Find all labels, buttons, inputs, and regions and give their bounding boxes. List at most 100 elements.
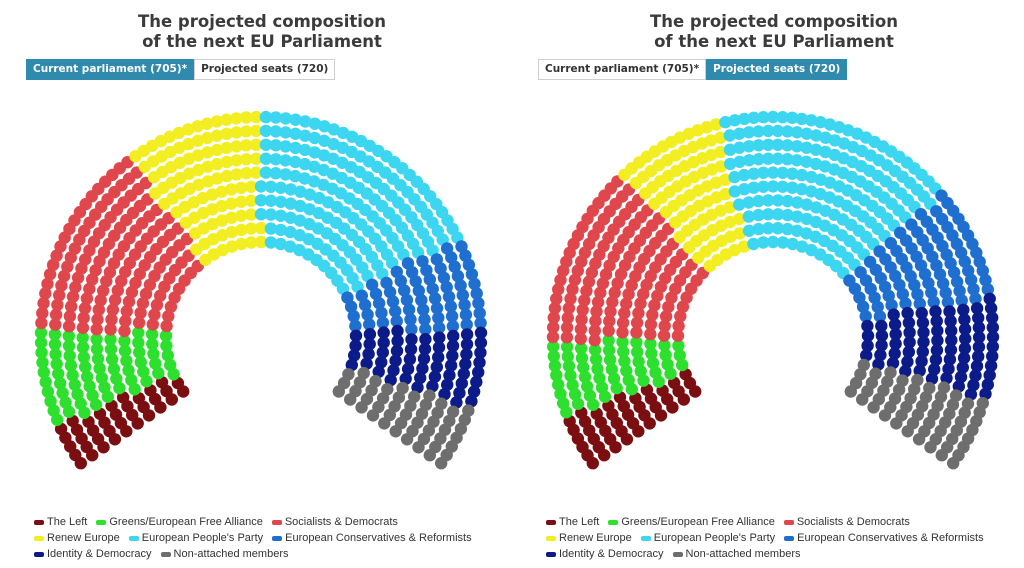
seat-dot — [220, 141, 233, 155]
seat-dot — [318, 134, 331, 147]
seat-dot — [249, 138, 263, 151]
seat-dot — [74, 397, 87, 410]
legend-item-id: Identity & Democracy — [546, 546, 664, 562]
seat-dot — [225, 240, 239, 253]
seat-dot — [86, 389, 99, 402]
seat-dot — [646, 356, 660, 370]
seat-dot — [216, 243, 229, 257]
seat-dot — [890, 417, 903, 430]
seat-dot — [969, 369, 982, 382]
seat-dot — [575, 351, 589, 365]
seat-dot — [658, 339, 671, 352]
seat-dot — [274, 209, 287, 222]
seat-group-identity-democracy — [860, 292, 1000, 401]
seat-dot — [133, 346, 146, 359]
seat-dot — [284, 211, 297, 224]
seat-dot — [377, 326, 390, 339]
seat-dot — [210, 143, 224, 157]
seat-dot — [391, 334, 404, 348]
seat-dot — [917, 335, 930, 349]
tab-projected-seats[interactable]: Projected seats (720) — [194, 59, 336, 80]
seat-dot — [631, 345, 644, 359]
seat-dot — [136, 297, 150, 310]
seat-dot — [201, 131, 214, 145]
seat-dot — [308, 146, 321, 159]
tab-current-parliament[interactable]: Current parliament (705)* — [538, 59, 707, 80]
seat-dot — [550, 292, 563, 305]
seat-dot — [210, 129, 224, 142]
seat-dot — [182, 137, 195, 151]
seat-dot — [90, 333, 103, 346]
legend-item-socialists: Socialists & Democrats — [271, 514, 398, 530]
seat-dot — [120, 305, 133, 318]
seat-dot — [274, 223, 287, 237]
seat-dot — [554, 387, 567, 401]
seat-dot — [945, 324, 958, 337]
seat-dot — [659, 310, 673, 323]
seat-dot — [137, 365, 150, 378]
seat-dot — [390, 314, 403, 328]
seat-dot — [446, 320, 460, 333]
seat-dot — [294, 185, 307, 198]
seat-dot — [152, 366, 165, 380]
seat-dot — [747, 237, 760, 251]
seat-dot — [672, 319, 685, 333]
legend-swatch — [546, 535, 556, 541]
seat-dot — [610, 381, 623, 395]
seat-dot — [349, 329, 363, 342]
chart-title-line-2: of the next EU Parliament — [654, 32, 894, 51]
seat-dot — [795, 112, 808, 126]
seat-dot — [387, 364, 400, 377]
seat-dot — [957, 303, 970, 317]
seat-dot — [757, 166, 770, 179]
seat-dot — [981, 283, 994, 296]
seat-dot — [244, 180, 258, 193]
seat-dot — [632, 355, 645, 368]
seat-dot — [917, 326, 930, 339]
tab-current-parliament[interactable]: Current parliament (705)* — [26, 59, 195, 80]
legend-item-renew: Renew Europe — [34, 530, 120, 546]
seat-dot — [602, 324, 615, 337]
seat-dot — [433, 331, 446, 344]
seat-dot — [723, 129, 736, 142]
seat-dot — [104, 333, 117, 346]
seat-dot — [925, 286, 938, 299]
seat-dot — [259, 152, 273, 165]
seat-dot — [747, 181, 760, 194]
seat-dot — [244, 222, 258, 235]
seat-dot — [160, 339, 173, 352]
seat-dot — [606, 295, 619, 309]
seat-dot — [132, 336, 145, 349]
seat-dot — [423, 449, 436, 462]
seat-dot — [457, 367, 470, 380]
legend-item-the-left: The Left — [34, 514, 87, 530]
seat-dot — [98, 381, 111, 394]
seat-dot — [560, 331, 574, 344]
seat-dot — [604, 305, 617, 318]
seat-dot — [400, 433, 414, 446]
seat-dot — [940, 372, 953, 385]
seat-dot — [298, 143, 312, 157]
legend-swatch — [34, 519, 44, 525]
legend-label: Renew Europe — [559, 532, 632, 544]
seat-dot — [279, 154, 292, 167]
seat-dot — [474, 316, 487, 330]
seat-dot — [269, 139, 282, 152]
legend: The Left Greens/European Free Alliance S… — [546, 514, 1016, 562]
seat-dot — [644, 327, 657, 341]
seat-dot — [888, 347, 901, 360]
seat-dot — [404, 343, 418, 356]
tab-projected-seats[interactable]: Projected seats (720) — [706, 59, 848, 80]
seat-dot — [679, 368, 692, 381]
seat-dot — [105, 353, 119, 366]
seat-dot — [455, 377, 468, 390]
seat-dot — [376, 346, 389, 359]
seat-dot — [809, 157, 822, 171]
legend-swatch — [640, 535, 651, 541]
seat-dot — [35, 316, 48, 330]
seat-dot — [394, 274, 407, 288]
seat-dot — [568, 388, 582, 401]
seat-dot — [953, 284, 966, 298]
seat-dot — [401, 362, 415, 376]
seat-dot — [289, 155, 302, 169]
